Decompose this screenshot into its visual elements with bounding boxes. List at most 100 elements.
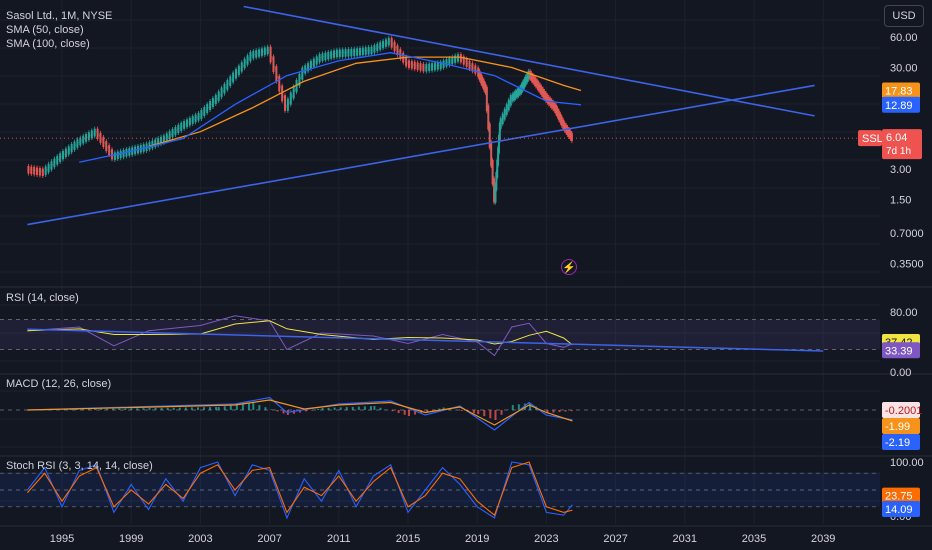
candle-body	[338, 49, 341, 58]
macd-histogram-bar	[517, 404, 520, 410]
price-tick-label: 1.50	[890, 195, 911, 207]
macd-histogram-bar	[403, 410, 406, 415]
last-price-bg	[882, 129, 922, 160]
macd-histogram-bar	[63, 409, 66, 410]
candle-body	[289, 92, 292, 105]
macd-histogram-bar	[217, 407, 220, 410]
sma100-price-label-bg	[882, 82, 920, 99]
sma100-line	[148, 56, 582, 148]
candle-body	[410, 61, 413, 69]
candle-body	[223, 83, 226, 94]
macd-histogram-bar	[379, 407, 382, 410]
macd-histogram-bar	[172, 407, 175, 410]
macd-histogram-bar	[357, 406, 360, 410]
candle-body	[301, 67, 304, 80]
candle-body	[232, 72, 235, 83]
stoch-d-label: 14.09	[885, 504, 913, 516]
stoch-title: Stoch RSI (3, 3, 14, 14, close)	[6, 460, 153, 472]
candle-body	[295, 80, 298, 93]
macd-value-label-bg	[882, 418, 920, 434]
candle-body	[405, 56, 408, 67]
stoch-d-label-bg	[882, 501, 920, 518]
macd-histogram-bar	[442, 407, 445, 410]
candle-body	[275, 66, 278, 82]
candle-body	[408, 60, 410, 68]
candle-body	[497, 135, 500, 154]
stoch-legend: Stoch RSI (3, 3, 14, 14, close)	[6, 459, 153, 473]
macd-histogram-bar	[339, 407, 342, 410]
candle-body	[344, 49, 347, 57]
candle-body	[102, 136, 105, 147]
candle-body	[278, 75, 281, 92]
macd-histogram-bar	[136, 408, 139, 410]
macd-histogram-bar	[414, 410, 417, 415]
candle-body	[433, 62, 436, 71]
macd-histogram-bar	[351, 406, 354, 410]
candle-body	[96, 128, 99, 139]
candle-body	[246, 55, 249, 65]
rsi-legend: RSI (14, close)	[6, 291, 79, 305]
macd-histogram-bar	[317, 408, 320, 410]
macd-histogram-bar	[215, 407, 218, 410]
time-tick-label: 2003	[188, 533, 212, 545]
candle-body	[431, 63, 434, 71]
macd-histogram-bar	[202, 407, 205, 410]
time-tick-label: 1999	[119, 533, 143, 545]
time-tick-label: 2007	[257, 533, 281, 545]
candle-body	[108, 145, 111, 156]
macd-histogram-bar	[124, 408, 127, 410]
sma100-legend: SMA (100, close)	[6, 38, 90, 50]
trendline-lower	[27, 84, 815, 226]
candle-body	[497, 147, 500, 166]
candle-body	[356, 48, 359, 56]
candle-body	[41, 168, 44, 177]
macd-histogram-bar	[276, 410, 279, 412]
macd-histogram-bar	[100, 408, 103, 410]
candle-body	[206, 104, 209, 113]
candle-body	[428, 63, 431, 72]
macd-histogram-bar	[564, 410, 567, 412]
sma50-line	[79, 52, 582, 163]
candle-body	[496, 159, 499, 178]
candle-body	[249, 51, 252, 62]
macd-histogram-bar	[373, 406, 376, 410]
candle-body	[38, 168, 41, 176]
macd-signal-label: -2.19	[885, 437, 910, 449]
candle-body	[209, 101, 212, 111]
candle-body	[361, 47, 364, 56]
macd-histogram-bar	[154, 407, 157, 410]
macd-histogram-bar	[190, 407, 193, 410]
macd-histogram-bar	[112, 408, 115, 410]
candle-body	[235, 69, 237, 79]
last-price-label: 6.04	[886, 132, 907, 144]
macd-histogram-bar	[460, 410, 463, 411]
candle-body	[425, 64, 428, 72]
candle-body	[498, 122, 501, 142]
time-tick-label: 1995	[50, 533, 74, 545]
macd-histogram-bar	[252, 403, 255, 410]
currency-button[interactable]: USD	[884, 5, 924, 27]
candle-body	[237, 65, 240, 76]
macd-histogram-bar	[118, 408, 121, 410]
candle-body	[292, 86, 295, 99]
macd-histogram-bar	[196, 407, 199, 410]
main-legend: Sasol Ltd., 1M, NYSE SMA (50, close) SMA…	[6, 9, 112, 51]
macd-histogram-bar	[363, 406, 366, 410]
macd-histogram-bar	[130, 408, 133, 410]
macd-histogram-bar	[184, 407, 187, 410]
lightning-icon[interactable]: ⚡	[561, 259, 577, 275]
symbol-title: Sasol Ltd., 1M, NYSE	[6, 10, 113, 22]
macd-histogram-bar	[235, 404, 238, 410]
countdown-label: 7d 1h	[886, 146, 911, 157]
rsi-ma-line	[27, 320, 573, 346]
rsi-ma-label: 33.39	[885, 345, 913, 357]
candle-body	[393, 41, 396, 52]
stoch-tick-label: 100.00	[890, 457, 924, 469]
macd-histogram-bar	[69, 409, 72, 410]
stoch-k-line	[26, 461, 573, 520]
macd-histogram-bar	[552, 410, 555, 413]
candle-body	[350, 48, 353, 57]
macd-histogram-bar	[333, 407, 336, 410]
macd-histogram-bar	[408, 410, 410, 416]
